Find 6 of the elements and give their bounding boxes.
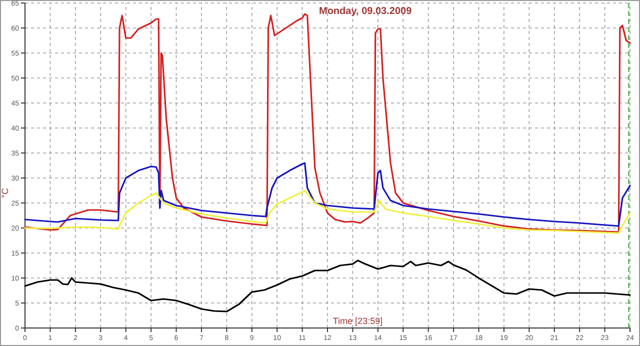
line-series — [24, 190, 631, 234]
y-axis-title: °C — [0, 187, 10, 198]
line-series — [24, 162, 631, 227]
line-series — [24, 260, 631, 312]
chart-title: Monday, 09.03.2009 — [318, 6, 412, 17]
x-axis-title: Time [23:59] — [332, 316, 383, 326]
